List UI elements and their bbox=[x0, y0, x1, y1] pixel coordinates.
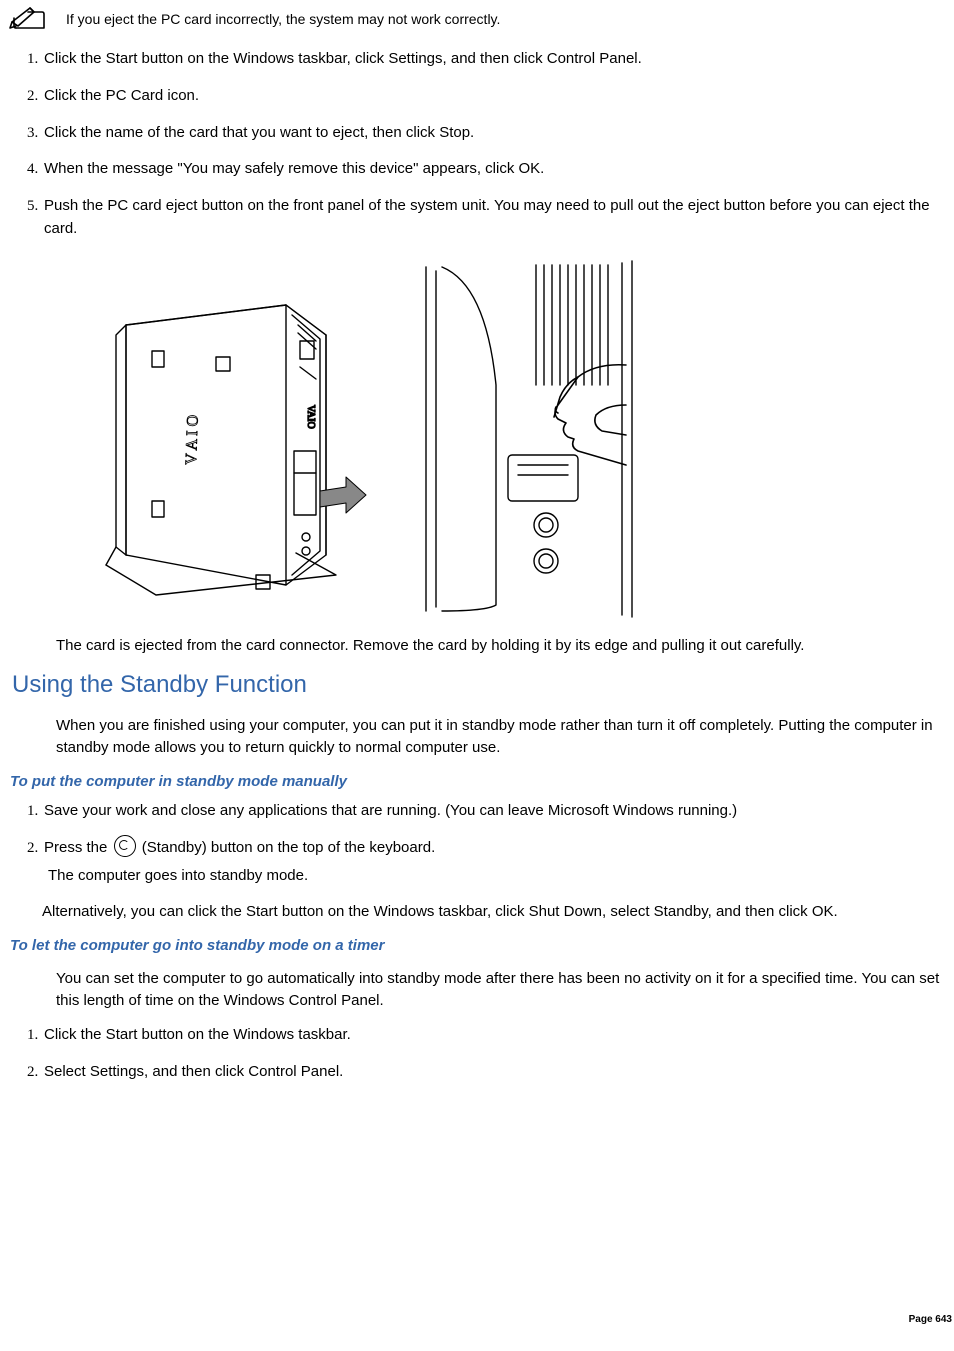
standby-manual-title: To put the computer in standby mode manu… bbox=[10, 771, 948, 793]
standby-heading: Using the Standby Function bbox=[12, 668, 948, 703]
step-text-post: (Standby) button on the top of the keybo… bbox=[138, 839, 436, 856]
step-text: Save your work and close any application… bbox=[44, 802, 737, 819]
list-item: Click the PC Card icon. bbox=[42, 85, 948, 108]
list-item: Save your work and close any application… bbox=[42, 800, 948, 823]
list-item: Click the name of the card that you want… bbox=[42, 122, 948, 145]
step-text: Click the PC Card icon. bbox=[44, 87, 199, 104]
standby-icon bbox=[114, 835, 136, 857]
step-text-pre: Press the bbox=[44, 839, 112, 856]
list-item: Click the Start button on the Windows ta… bbox=[42, 1024, 948, 1047]
list-item: Click the Start button on the Windows ta… bbox=[42, 48, 948, 71]
list-item: When the message "You may safely remove … bbox=[42, 158, 948, 181]
standby-intro: When you are finished using your compute… bbox=[56, 715, 948, 759]
note-row: If you eject the PC card incorrectly, th… bbox=[6, 4, 948, 34]
standby-timer-steps: Click the Start button on the Windows ta… bbox=[6, 1024, 948, 1084]
standby-manual-steps: Save your work and close any application… bbox=[6, 800, 948, 887]
step-text: Press the (Standby) button on the top of… bbox=[44, 837, 948, 859]
step-text: Select Settings, and then click Control … bbox=[44, 1063, 343, 1080]
list-item: Press the (Standby) button on the top of… bbox=[42, 837, 948, 887]
note-text: If you eject the PC card incorrectly, th… bbox=[66, 9, 500, 29]
step-text: Push the PC card eject button on the fro… bbox=[44, 197, 930, 237]
step-text: Click the Start button on the Windows ta… bbox=[44, 1026, 351, 1043]
standby-manual-alt: Alternatively, you can click the Start b… bbox=[42, 901, 948, 923]
eject-card-figure: V A I O VAIO bbox=[66, 255, 642, 623]
step-sub: The computer goes into standby mode. bbox=[48, 865, 948, 887]
list-item: Select Settings, and then click Control … bbox=[42, 1061, 948, 1084]
svg-text:V A I O: V A I O bbox=[183, 414, 202, 465]
eject-steps-list: Click the Start button on the Windows ta… bbox=[6, 48, 948, 241]
standby-timer-intro: You can set the computer to go automatic… bbox=[56, 968, 948, 1012]
after-figure-paragraph: The card is ejected from the card connec… bbox=[56, 635, 948, 657]
step-text: Click the Start button on the Windows ta… bbox=[44, 50, 642, 67]
step-text: When the message "You may safely remove … bbox=[44, 160, 544, 177]
page-number: Page 643 bbox=[909, 1313, 952, 1328]
list-item: Push the PC card eject button on the fro… bbox=[42, 195, 948, 241]
step-text: Click the name of the card that you want… bbox=[44, 124, 474, 141]
pencil-note-icon bbox=[6, 4, 54, 34]
svg-text:VAIO: VAIO bbox=[305, 405, 316, 429]
document-page: If you eject the PC card incorrectly, th… bbox=[0, 0, 954, 1351]
standby-timer-title: To let the computer go into standby mode… bbox=[10, 935, 948, 957]
